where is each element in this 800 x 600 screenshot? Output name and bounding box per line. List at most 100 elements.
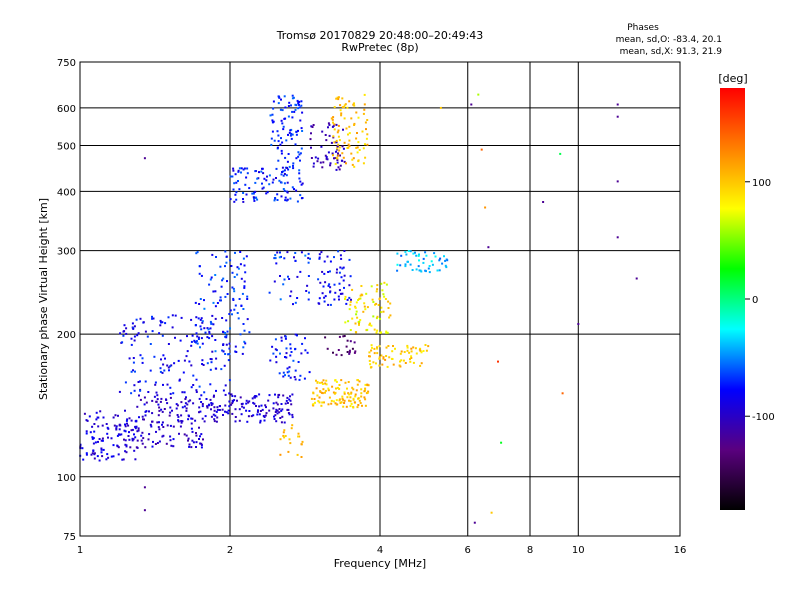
data-point (362, 310, 365, 313)
data-point (363, 305, 366, 308)
data-point (341, 292, 344, 295)
data-point (300, 456, 303, 458)
data-point (225, 319, 228, 322)
data-point (155, 400, 158, 403)
data-point (242, 346, 245, 349)
data-point (211, 314, 214, 317)
data-point (301, 440, 304, 443)
y-tick-label: 100 (57, 473, 76, 484)
data-point (149, 343, 152, 345)
data-point (315, 379, 317, 382)
data-point (300, 352, 303, 355)
data-point (337, 349, 340, 351)
data-point (239, 333, 242, 336)
data-point (319, 381, 321, 384)
colorbar-tick-label: 100 (752, 178, 771, 189)
data-point (348, 258, 351, 261)
data-point (133, 433, 135, 436)
data-point (352, 398, 355, 401)
data-point (341, 152, 344, 155)
data-point (226, 293, 229, 295)
data-point (181, 391, 184, 394)
data-point (298, 106, 301, 109)
data-point (129, 446, 132, 449)
data-point (127, 435, 130, 437)
data-point (253, 395, 256, 398)
data-point (289, 395, 291, 398)
data-point (175, 403, 178, 406)
data-point (279, 108, 282, 111)
data-point (294, 252, 297, 254)
data-point (257, 177, 260, 180)
data-point (127, 424, 130, 427)
data-point (358, 399, 361, 402)
x-axis-label: Frequency [MHz] (334, 557, 426, 570)
data-point (260, 404, 263, 407)
data-point (210, 402, 213, 404)
data-point (383, 295, 386, 298)
data-point (274, 254, 277, 257)
data-point (234, 395, 237, 398)
data-point (354, 322, 357, 325)
data-point (124, 381, 127, 384)
data-point (278, 256, 281, 259)
data-point (185, 396, 187, 399)
x-tick-label: 8 (527, 545, 533, 556)
data-point (187, 439, 189, 442)
data-point (333, 123, 336, 126)
data-point (237, 170, 240, 173)
data-point (348, 139, 351, 142)
data-point (215, 389, 217, 392)
data-point (190, 446, 193, 449)
data-point (312, 403, 315, 406)
data-point (282, 188, 285, 190)
data-point (180, 414, 183, 417)
data-point (335, 97, 338, 100)
data-point (327, 303, 330, 306)
data-point (357, 379, 359, 382)
data-point (88, 415, 91, 418)
data-point (244, 342, 247, 345)
data-point (248, 410, 251, 412)
data-point (275, 167, 278, 170)
data-point (100, 447, 103, 450)
data-point (136, 430, 139, 433)
phase-stats-o: mean, sd,O: -83.4, 20.1 (616, 35, 722, 45)
data-point (174, 336, 176, 339)
data-point (278, 372, 281, 375)
data-point (208, 403, 210, 406)
data-point (195, 252, 198, 255)
data-point (123, 438, 125, 441)
data-point (256, 198, 259, 201)
data-point (214, 350, 217, 353)
data-point (434, 255, 437, 258)
data-point (230, 265, 233, 267)
data-point (363, 93, 366, 96)
data-point (349, 303, 352, 306)
data-point (283, 182, 286, 185)
data-point (227, 353, 230, 356)
data-point (195, 378, 198, 381)
data-point (348, 100, 351, 103)
data-point (364, 387, 367, 390)
data-point (159, 370, 162, 373)
data-point (132, 357, 135, 359)
phase-stats-title: Phases (627, 23, 659, 33)
data-point (295, 133, 298, 136)
data-point (438, 269, 441, 272)
data-point (338, 298, 340, 301)
data-point (290, 137, 293, 140)
data-point (391, 350, 394, 353)
data-point (358, 323, 360, 326)
data-point (256, 413, 259, 416)
data-point (222, 350, 225, 353)
data-point (363, 108, 366, 111)
data-point (335, 139, 338, 142)
data-point (241, 292, 244, 295)
data-point (430, 260, 433, 263)
data-point (320, 391, 323, 394)
data-point (195, 446, 197, 448)
data-point (243, 340, 246, 343)
data-point (252, 196, 255, 199)
data-point (239, 396, 242, 399)
